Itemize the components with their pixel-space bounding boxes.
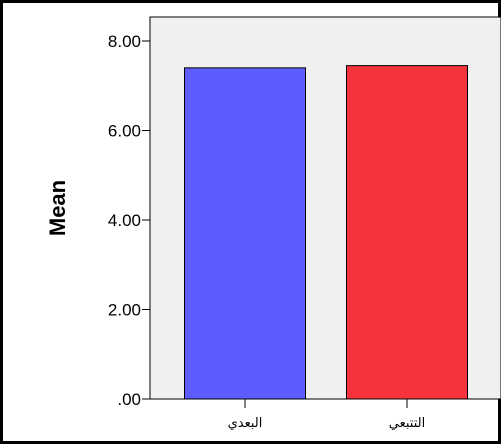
x-axis: البعدي التتبعي — [228, 399, 425, 431]
bar-2 — [346, 65, 468, 400]
y-axis-title: Mean — [45, 180, 70, 236]
bar-1 — [184, 67, 306, 400]
y-tick-label: 4.00 — [108, 211, 141, 230]
y-tick-label: 2.00 — [108, 301, 141, 320]
y-axis: .00 2.00 4.00 6.00 8.00 — [108, 17, 151, 409]
y-tick-label: 8.00 — [108, 32, 141, 51]
x-tick-label: التتبعي — [389, 416, 425, 431]
bar-chart: .00 2.00 4.00 6.00 8.00 البعدي التتبعي Mean — [45, 16, 501, 431]
y-tick-label: .00 — [117, 390, 141, 409]
y-tick-label: 6.00 — [108, 122, 141, 141]
x-tick-label: البعدي — [228, 416, 263, 431]
